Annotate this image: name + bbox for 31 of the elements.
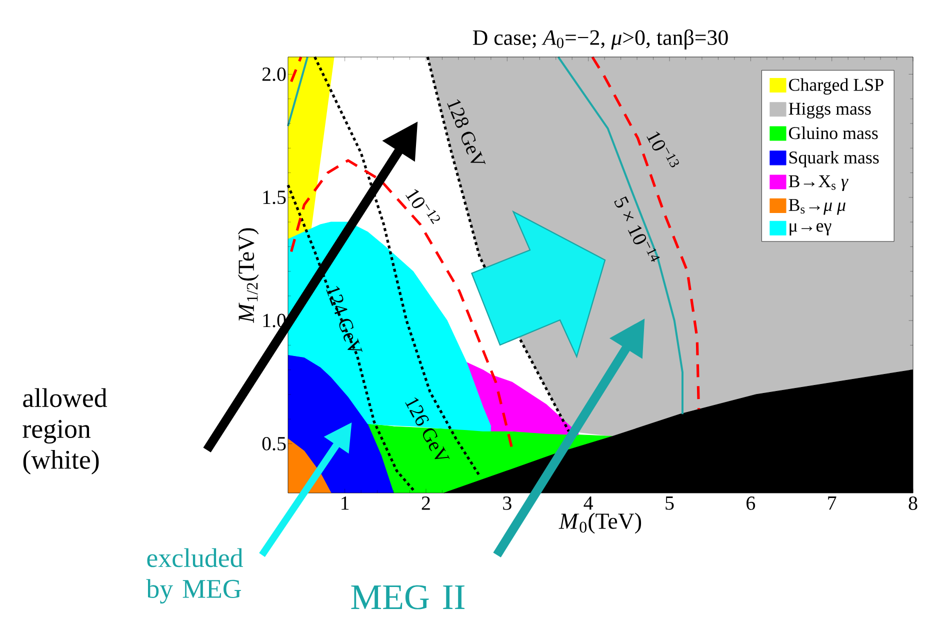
text: MEG II xyxy=(351,585,464,610)
annotation: 10$^{−12}$ xyxy=(406,189,440,224)
y-axis-title: M$_{1/2}$(TeV) xyxy=(238,228,259,324)
text: excluded by MEG xyxy=(146,548,243,604)
annotation: 128 GeV xyxy=(447,99,486,164)
x-tick-label: 3 xyxy=(503,496,512,510)
annotation: 5 × 10$^{−14}$ xyxy=(614,196,660,262)
annotation: 10$^{−13}$ xyxy=(646,132,679,168)
x-tick-label: 4 xyxy=(584,496,594,510)
x-tick-label: 1 xyxy=(342,496,349,510)
legend-label: Higgs mass xyxy=(788,102,871,118)
chart-title: D case; A$_{0}$=−2, μ>0, tanβ=30 xyxy=(472,29,728,50)
legend-label: Squark mass xyxy=(789,150,879,168)
legend-label: Gluino mass xyxy=(788,126,878,140)
legend-label: B→X$_{s}$ γ xyxy=(788,175,848,191)
x-axis-title: M$_{0}$(TeV) xyxy=(558,512,642,534)
line-series xyxy=(591,56,700,411)
x-tick-label: 8 xyxy=(908,496,918,510)
x-tick-label: 7 xyxy=(828,496,836,510)
y-tick-label: 2.0 xyxy=(262,67,286,82)
legend-label: μ→eγ xyxy=(790,223,832,236)
legend-label: Charged LSP xyxy=(788,78,884,95)
x-tick-label: 5 xyxy=(666,496,674,510)
annotation: 126 GeV xyxy=(405,397,450,460)
legend-label: B$_{s}$→μ μ xyxy=(788,199,846,215)
text: allowed region (white) xyxy=(22,388,108,474)
line-series xyxy=(557,56,684,416)
y-tick-label: 1.5 xyxy=(263,190,286,204)
y-tick-label: 0.5 xyxy=(262,436,286,450)
x-tick-label: 2 xyxy=(422,496,430,510)
x-tick-label: 6 xyxy=(746,496,756,510)
